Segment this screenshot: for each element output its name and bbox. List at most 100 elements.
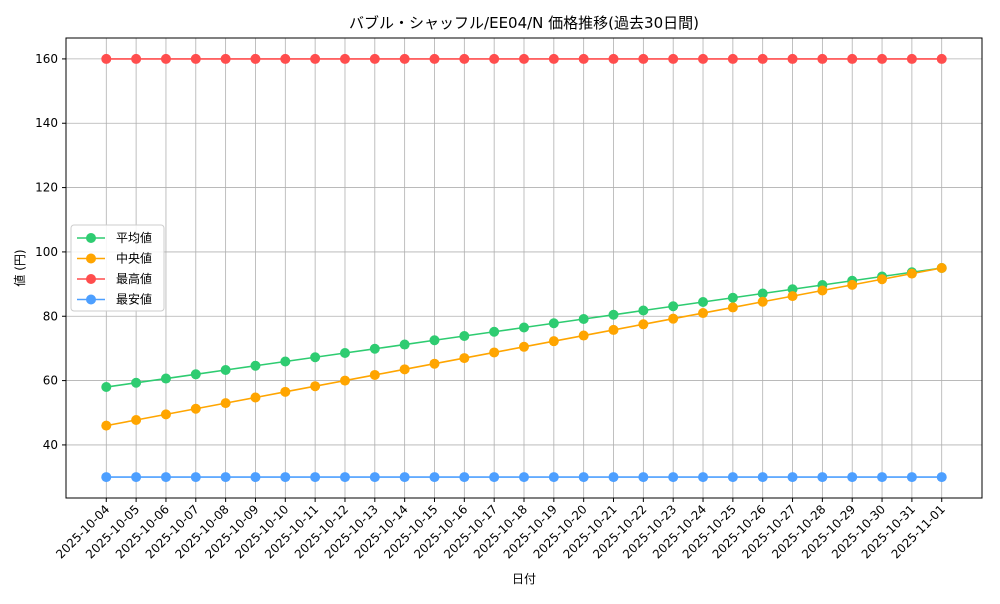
data-point bbox=[847, 472, 858, 483]
data-point bbox=[131, 53, 142, 64]
data-point bbox=[339, 348, 350, 359]
legend-marker bbox=[86, 233, 96, 243]
data-point bbox=[339, 472, 350, 483]
data-point bbox=[608, 53, 619, 64]
data-point bbox=[160, 373, 171, 384]
data-point bbox=[459, 53, 470, 64]
data-point bbox=[280, 386, 291, 397]
legend-marker bbox=[86, 294, 96, 305]
legend-label: 最安値 bbox=[116, 292, 152, 307]
data-point bbox=[399, 472, 410, 483]
data-point bbox=[787, 472, 798, 483]
data-point bbox=[668, 53, 679, 64]
legend-label: 最高値 bbox=[116, 271, 152, 286]
series-1 bbox=[101, 263, 947, 431]
data-point bbox=[638, 305, 649, 316]
data-point bbox=[310, 352, 321, 363]
data-point bbox=[936, 472, 947, 483]
data-point bbox=[906, 268, 917, 279]
data-point bbox=[787, 284, 798, 295]
data-point bbox=[787, 53, 798, 64]
data-point bbox=[548, 472, 559, 483]
data-point bbox=[489, 347, 500, 358]
data-point bbox=[339, 53, 350, 64]
data-point bbox=[101, 420, 112, 431]
data-point bbox=[190, 53, 201, 64]
data-point bbox=[817, 472, 828, 483]
data-point bbox=[489, 472, 500, 483]
data-point bbox=[489, 326, 500, 337]
data-point bbox=[608, 324, 619, 335]
data-point bbox=[757, 53, 768, 64]
data-point bbox=[847, 279, 858, 290]
data-point bbox=[101, 382, 112, 393]
data-point bbox=[638, 472, 649, 483]
data-point bbox=[847, 53, 858, 64]
data-point bbox=[698, 297, 709, 308]
data-point bbox=[578, 53, 589, 64]
data-point bbox=[131, 377, 142, 388]
data-point bbox=[906, 472, 917, 483]
data-point bbox=[220, 365, 231, 376]
data-point bbox=[668, 301, 679, 312]
data-point bbox=[578, 314, 589, 325]
data-point bbox=[459, 353, 470, 364]
data-point bbox=[787, 291, 798, 302]
data-point bbox=[250, 360, 261, 371]
data-point bbox=[727, 53, 738, 64]
data-point bbox=[727, 302, 738, 313]
data-point bbox=[698, 472, 709, 483]
data-point bbox=[160, 53, 171, 64]
data-point bbox=[429, 53, 440, 64]
data-point bbox=[698, 53, 709, 64]
data-point bbox=[250, 392, 261, 403]
data-point bbox=[936, 263, 947, 273]
data-point bbox=[160, 409, 171, 420]
data-point bbox=[459, 331, 470, 342]
data-point bbox=[757, 296, 768, 307]
data-point bbox=[936, 53, 947, 64]
y-tick-label: 60 bbox=[43, 374, 58, 388]
data-point bbox=[608, 309, 619, 320]
legend-marker bbox=[86, 274, 96, 284]
data-point bbox=[220, 53, 231, 64]
data-point bbox=[310, 53, 321, 64]
data-point bbox=[190, 472, 201, 483]
data-point bbox=[160, 472, 171, 483]
data-point bbox=[489, 53, 500, 64]
data-point bbox=[817, 53, 828, 64]
data-point bbox=[757, 472, 768, 483]
data-point bbox=[369, 343, 380, 354]
legend-label: 平均値 bbox=[116, 230, 152, 245]
chart-title: バブル・シャッフル/EE04/N 価格推移(過去30日間) bbox=[349, 14, 699, 32]
y-tick-label: 80 bbox=[43, 309, 58, 323]
data-point bbox=[399, 339, 410, 350]
y-tick-label: 40 bbox=[43, 438, 58, 452]
data-point bbox=[280, 356, 291, 367]
data-point bbox=[429, 358, 440, 369]
x-axis-label: 日付 bbox=[512, 572, 536, 586]
data-point bbox=[668, 472, 679, 483]
data-point bbox=[519, 341, 529, 352]
legend-box bbox=[70, 224, 165, 312]
data-point bbox=[190, 369, 201, 380]
data-point bbox=[250, 53, 261, 64]
data-point bbox=[459, 472, 470, 483]
data-point bbox=[369, 369, 380, 380]
data-point bbox=[877, 274, 888, 285]
legend-marker bbox=[86, 253, 96, 264]
data-point bbox=[578, 330, 589, 341]
data-point bbox=[280, 53, 291, 64]
data-point bbox=[310, 472, 321, 483]
series-2 bbox=[101, 53, 947, 64]
data-point bbox=[101, 472, 112, 483]
data-point bbox=[369, 472, 380, 483]
data-point bbox=[519, 53, 529, 64]
y-axis-label: 値 (円) bbox=[12, 249, 27, 286]
data-point bbox=[369, 53, 380, 64]
data-point bbox=[638, 53, 649, 64]
data-point bbox=[101, 53, 112, 64]
data-point bbox=[727, 472, 738, 483]
